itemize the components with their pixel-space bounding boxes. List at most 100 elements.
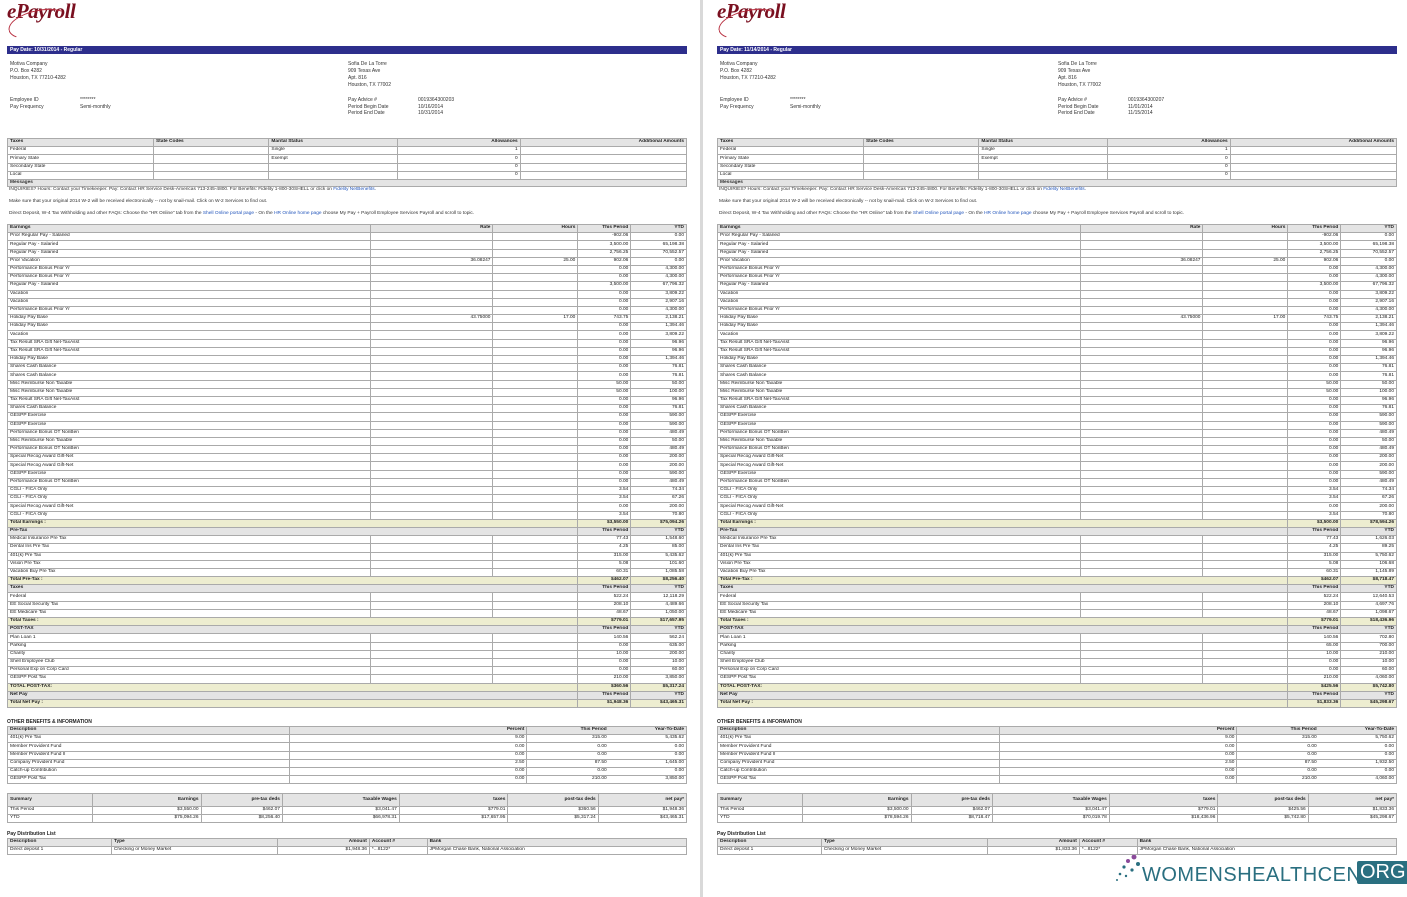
message-faq: Direct Deposit, W-4 Tax Withholding and … bbox=[9, 211, 475, 216]
employee-info: Employee ID ******** Pay Frequency Semi-mon… bbox=[720, 97, 821, 110]
table-row: Performance Bonus OT NonBen 0.00 480.49 bbox=[716, 445, 1397, 455]
hr-online-link[interactable]: HR Online home page bbox=[274, 211, 322, 216]
table-cell: 60.00 bbox=[630, 666, 687, 676]
table-cell bbox=[492, 289, 579, 299]
shell-portal-link[interactable]: Shell Online portal page bbox=[912, 211, 965, 216]
table-cell bbox=[1080, 379, 1204, 389]
table-cell: Company Provident Fund bbox=[717, 758, 1000, 768]
table-cell bbox=[1202, 281, 1289, 291]
address-line: Houston, TX 77210-4282 bbox=[10, 75, 66, 81]
table-cell: 210.00 bbox=[1340, 649, 1397, 659]
table-cell: Marital Status bbox=[978, 137, 1109, 148]
table-cell bbox=[492, 305, 579, 316]
table-cell: post-tax deds bbox=[507, 793, 599, 807]
table-cell: Vacation bbox=[716, 330, 1082, 340]
table-cell: Vacation Buy Pre Tax bbox=[716, 567, 1082, 578]
table-cell: 10.00 bbox=[630, 657, 687, 668]
table-cell: 3,500.00 bbox=[577, 240, 632, 250]
table-cell: $8,256.40 bbox=[630, 576, 687, 586]
table-cell: Catch-up Contribution bbox=[7, 766, 290, 777]
table-cell: YTD bbox=[1340, 223, 1397, 234]
table-row: GESPP Exercise 0.00 590.00 bbox=[6, 412, 687, 422]
table-row: Regular Pay - Salaried 3,500.00 65,198.38 bbox=[6, 240, 687, 250]
table-cell: Bank bbox=[426, 837, 688, 848]
table-cell bbox=[492, 502, 579, 512]
fidelity-link[interactable]: Fidelity NetBenefits bbox=[1043, 187, 1085, 192]
table-cell: 4,697.76 bbox=[1340, 600, 1397, 610]
table-cell: 2,138.21 bbox=[1340, 314, 1397, 324]
table-cell: Shares Cash Balance bbox=[716, 363, 1082, 373]
table-cell: 2.50 bbox=[998, 758, 1238, 768]
table-row: Holiday Pay Base 0.00 1,394.46 bbox=[716, 354, 1397, 365]
table-cell: Earnings bbox=[91, 793, 202, 807]
tax-settings-table: Taxes State Codes Marital Status Allowances… bbox=[717, 137, 1398, 180]
table-cell: Personal Exp on Corp Card bbox=[716, 666, 1082, 676]
table-cell: 2,756.25 bbox=[577, 248, 632, 258]
address-line: Sofia De La Torre bbox=[1058, 61, 1097, 67]
table-cell bbox=[1202, 584, 1289, 594]
table-cell bbox=[862, 146, 980, 156]
table-row: Net Pay This Period YTD bbox=[716, 690, 1397, 700]
table-cell bbox=[1080, 502, 1204, 512]
table-row: Shares Cash Balance 0.00 76.81 bbox=[716, 404, 1397, 414]
table-row: Member Provident Fund II 0.00 0.00 0.00 bbox=[7, 750, 687, 760]
table-cell: 0.00 bbox=[1287, 436, 1342, 447]
table-row: Catch-up Contribution 0.00 0.00 0.00 bbox=[7, 766, 687, 777]
table-cell: YTD bbox=[630, 584, 687, 594]
table-cell: TOTAL POST-TAX: bbox=[6, 682, 371, 692]
table-cell: 106.68 bbox=[1340, 559, 1397, 569]
table-row: Taxes State Codes Marital Status Allowances… bbox=[717, 137, 1398, 148]
table-cell: 401(k) Pre Tax bbox=[716, 551, 1082, 561]
table-cell: Checking or Money Market bbox=[820, 846, 989, 856]
table-cell: Hours bbox=[1202, 223, 1289, 234]
table-cell: This Period bbox=[577, 625, 632, 635]
table-cell: 76.81 bbox=[630, 371, 687, 381]
table-cell bbox=[492, 354, 579, 365]
table-cell: 0.00 bbox=[1287, 404, 1342, 414]
table-cell: Type bbox=[110, 837, 279, 848]
table-cell: 210.00 bbox=[1287, 674, 1342, 684]
table-row: GESPP Post Tax 0.00 210.00 4,060.00 bbox=[717, 775, 1397, 785]
table-row: This Period $3,500.00 $462.07 $3,041.47 $779… bbox=[717, 805, 1398, 816]
table-cell: $5,317.24 bbox=[507, 814, 599, 824]
table-cell: 0.00 bbox=[577, 428, 632, 438]
fidelity-link[interactable]: Fidelity NetBenefits bbox=[333, 187, 375, 192]
table-cell: 0.00 bbox=[1287, 322, 1342, 332]
table-row: Primary State Exempt 0 bbox=[717, 154, 1398, 164]
table-cell bbox=[370, 641, 494, 651]
table-cell: 50.00 bbox=[630, 436, 687, 447]
address-line: P.O. Box 4282 bbox=[10, 68, 42, 74]
table-row: Taxes State Codes Marital Status Allowances… bbox=[7, 137, 688, 148]
table-cell: 12,118.29 bbox=[630, 592, 687, 602]
table-cell bbox=[1080, 453, 1204, 463]
table-cell: Performance Bonus Prior Yr bbox=[716, 305, 1082, 316]
table-cell: 0.00 bbox=[1287, 469, 1342, 479]
table-cell: 4,300.00 bbox=[630, 305, 687, 316]
table-cell: 1,394.46 bbox=[630, 354, 687, 365]
table-cell: Parking bbox=[6, 641, 372, 651]
table-cell: 3,809.22 bbox=[1340, 289, 1397, 299]
table-cell: Special Recog Award Gift-Net bbox=[716, 453, 1082, 463]
shell-portal-link[interactable]: Shell Online portal page bbox=[202, 211, 255, 216]
table-cell: 0.00 bbox=[288, 742, 528, 752]
table-row: Shell Employee Club 0.00 10.00 bbox=[716, 657, 1397, 668]
table-cell: Holiday Pay Base bbox=[6, 354, 372, 365]
table-cell: Vacation Buy Pre Tax bbox=[6, 567, 372, 578]
table-cell: Vacation bbox=[6, 297, 372, 307]
hr-online-link[interactable]: HR Online home page bbox=[984, 211, 1032, 216]
table-cell: 3,500.00 bbox=[1287, 281, 1342, 291]
table-cell bbox=[1080, 469, 1204, 479]
table-row: Misc Reimburse Non Taxable 0.00 50.00 bbox=[6, 436, 687, 447]
table-cell bbox=[370, 477, 494, 488]
table-cell: GESPP Exercise bbox=[716, 420, 1082, 430]
table-cell bbox=[1080, 436, 1204, 447]
table-row: Misc Reimburse Non Taxable 50.00 100.00 bbox=[6, 387, 687, 397]
table-cell bbox=[1202, 387, 1289, 397]
table-cell bbox=[492, 387, 579, 397]
table-cell bbox=[492, 363, 579, 373]
table-cell: Special Recog Award Gift-Net bbox=[716, 502, 1082, 512]
table-row: Performance Bonus OT NonBen 0.00 480.49 bbox=[6, 445, 687, 455]
table-row: Charity 10.00 210.00 bbox=[716, 649, 1397, 659]
table-row: CGLI - FICA Only 3.54 67.26 bbox=[716, 494, 1397, 504]
table-cell: Special Recog Award Gift-Net bbox=[6, 461, 372, 471]
